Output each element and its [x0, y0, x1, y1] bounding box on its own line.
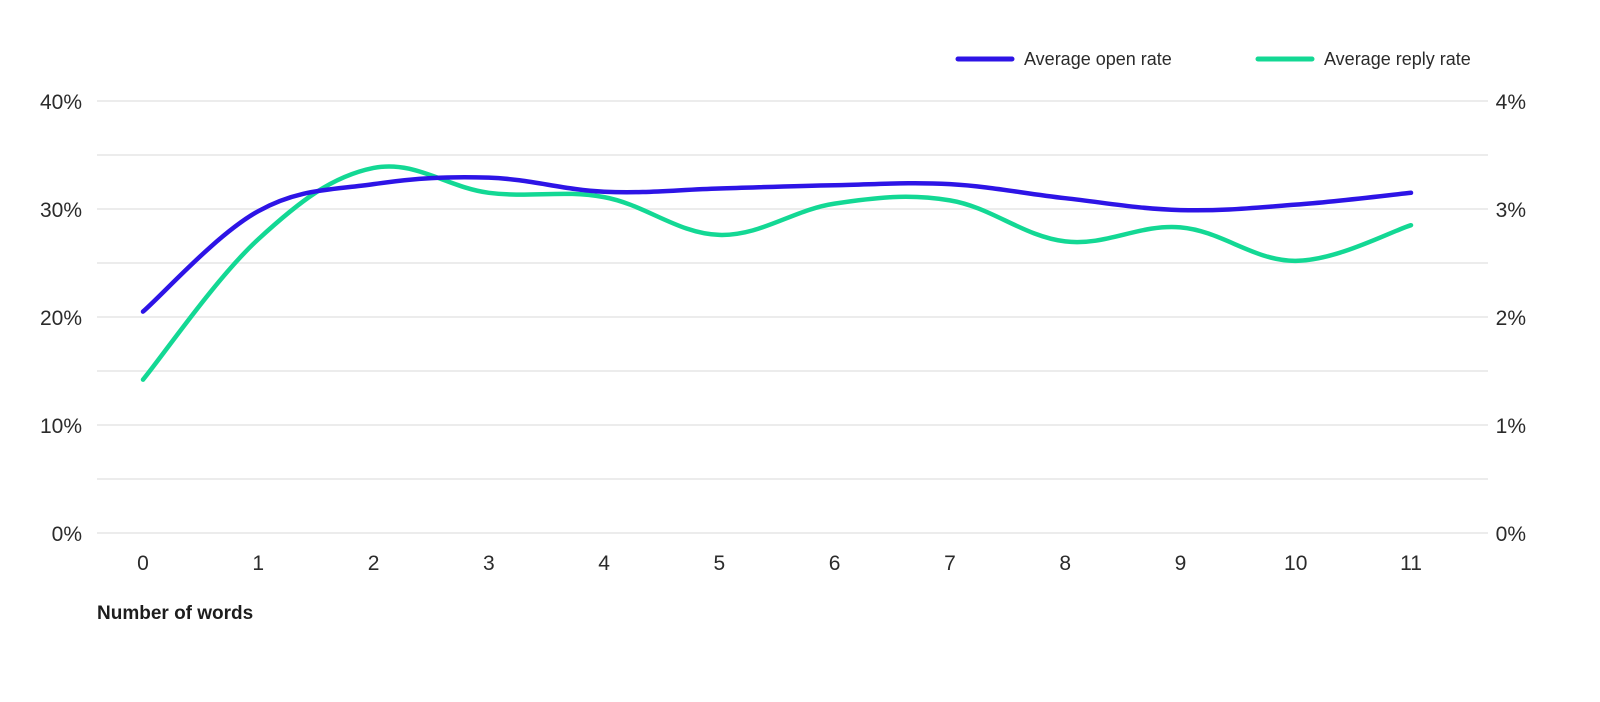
gridlines	[97, 100, 1488, 534]
y-left-tick-label: 10%	[40, 415, 82, 438]
legend-label-reply-rate: Average reply rate	[1324, 49, 1471, 69]
x-tick-label: 9	[1175, 552, 1187, 575]
x-tick-label: 7	[944, 552, 956, 575]
y-right-tick-label: 4%	[1496, 91, 1526, 114]
x-tick-label: 8	[1059, 552, 1071, 575]
y-right-tick-label: 0%	[1496, 523, 1526, 546]
right-axis-tick-labels: 0% 1% 2% 3% 4%	[1496, 91, 1526, 546]
x-tick-label: 2	[368, 552, 380, 575]
y-left-tick-label: 20%	[40, 307, 82, 330]
x-tick-label: 6	[829, 552, 841, 575]
series-line-reply-rate	[140, 164, 1414, 382]
x-tick-label: 0	[137, 552, 149, 575]
y-left-tick-label: 40%	[40, 91, 82, 114]
x-tick-label: 5	[714, 552, 726, 575]
x-tick-label: 10	[1284, 552, 1307, 575]
series-line-open-rate	[140, 175, 1414, 314]
series-lines	[140, 164, 1414, 382]
y-right-tick-label: 3%	[1496, 199, 1526, 222]
legend: Average open rate Average reply rate	[955, 49, 1471, 69]
x-tick-label: 1	[252, 552, 264, 575]
x-tick-label: 3	[483, 552, 495, 575]
x-tick-label: 4	[598, 552, 610, 575]
x-tick-label: 11	[1400, 552, 1422, 575]
x-axis-title: Number of words	[97, 603, 253, 624]
left-axis-tick-labels: 0% 10% 20% 30% 40%	[40, 91, 82, 546]
y-left-tick-label: 0%	[52, 523, 82, 546]
y-left-tick-label: 30%	[40, 199, 82, 222]
legend-label-open-rate: Average open rate	[1024, 49, 1172, 69]
x-axis-tick-labels: 0 1 2 3 4 5 6 7 8 9 10 11	[137, 552, 1422, 575]
y-right-tick-label: 2%	[1496, 307, 1526, 330]
y-right-tick-label: 1%	[1496, 415, 1526, 438]
